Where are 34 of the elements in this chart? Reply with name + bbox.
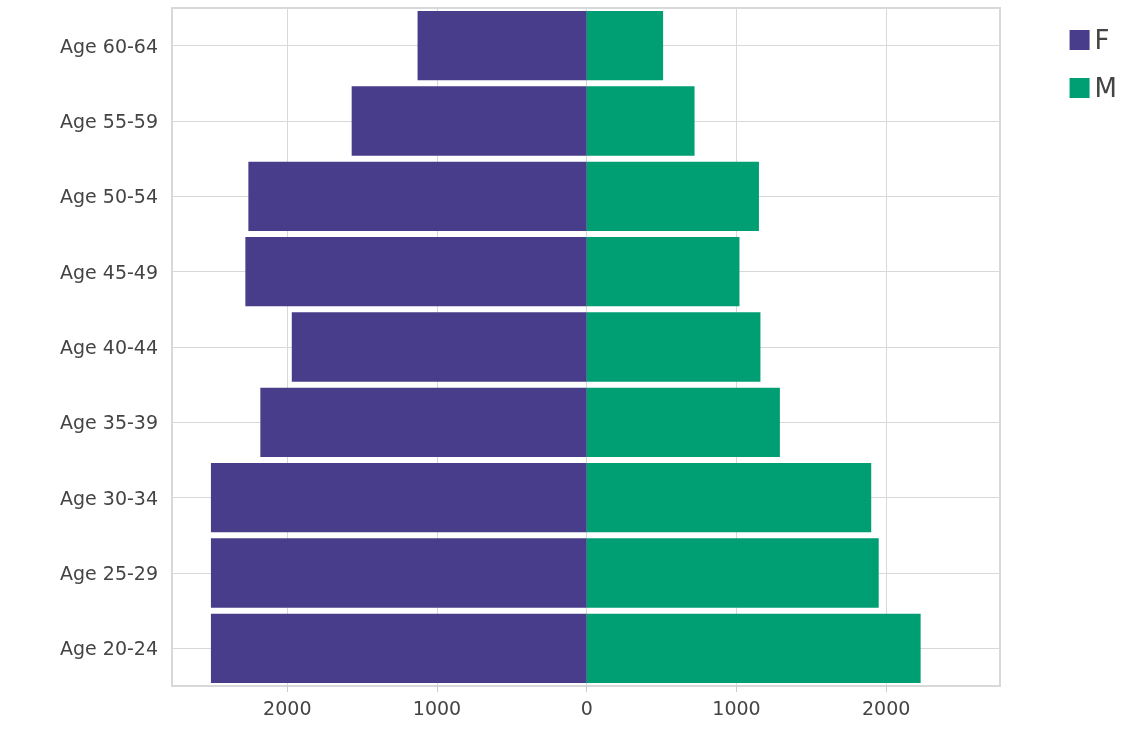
x-tick-label: 2000 (862, 696, 911, 719)
bar (210, 613, 587, 683)
bar (586, 312, 761, 382)
y-tick-label: Age 25-29 (60, 562, 158, 584)
bar (260, 387, 587, 457)
bar (417, 11, 587, 81)
x-tick-label: 2000 (263, 696, 312, 719)
x-tick-label: 0 (580, 696, 593, 719)
y-tick-label: Age 50-54 (60, 185, 158, 208)
legend-label: F (1094, 25, 1110, 55)
x-tick-label: 1000 (712, 696, 761, 719)
bar (586, 11, 664, 81)
x-tick-label: 1000 (412, 696, 462, 719)
bar (586, 387, 780, 457)
y-tick-label: Age 35-39 (60, 411, 158, 434)
bar (586, 86, 695, 156)
y-tick-label: Age 55-59 (60, 110, 158, 132)
y-tick-label: Age 20-24 (60, 637, 158, 660)
bar (586, 538, 879, 608)
y-tick-label: Age 30-34 (60, 486, 158, 509)
bar (586, 463, 872, 533)
bar (586, 613, 921, 683)
y-tick-label: Age 60-64 (60, 34, 158, 57)
bar (210, 538, 587, 608)
bar (586, 161, 759, 231)
y-tick-label: Age 40-44 (60, 336, 158, 358)
bar (210, 463, 587, 533)
bar (351, 86, 587, 156)
bar (245, 237, 587, 307)
bar (291, 312, 587, 382)
legend-label: M (1094, 73, 1117, 103)
bar (248, 161, 587, 231)
y-tick-label: Age 45-49 (60, 260, 158, 283)
bar (586, 237, 740, 307)
